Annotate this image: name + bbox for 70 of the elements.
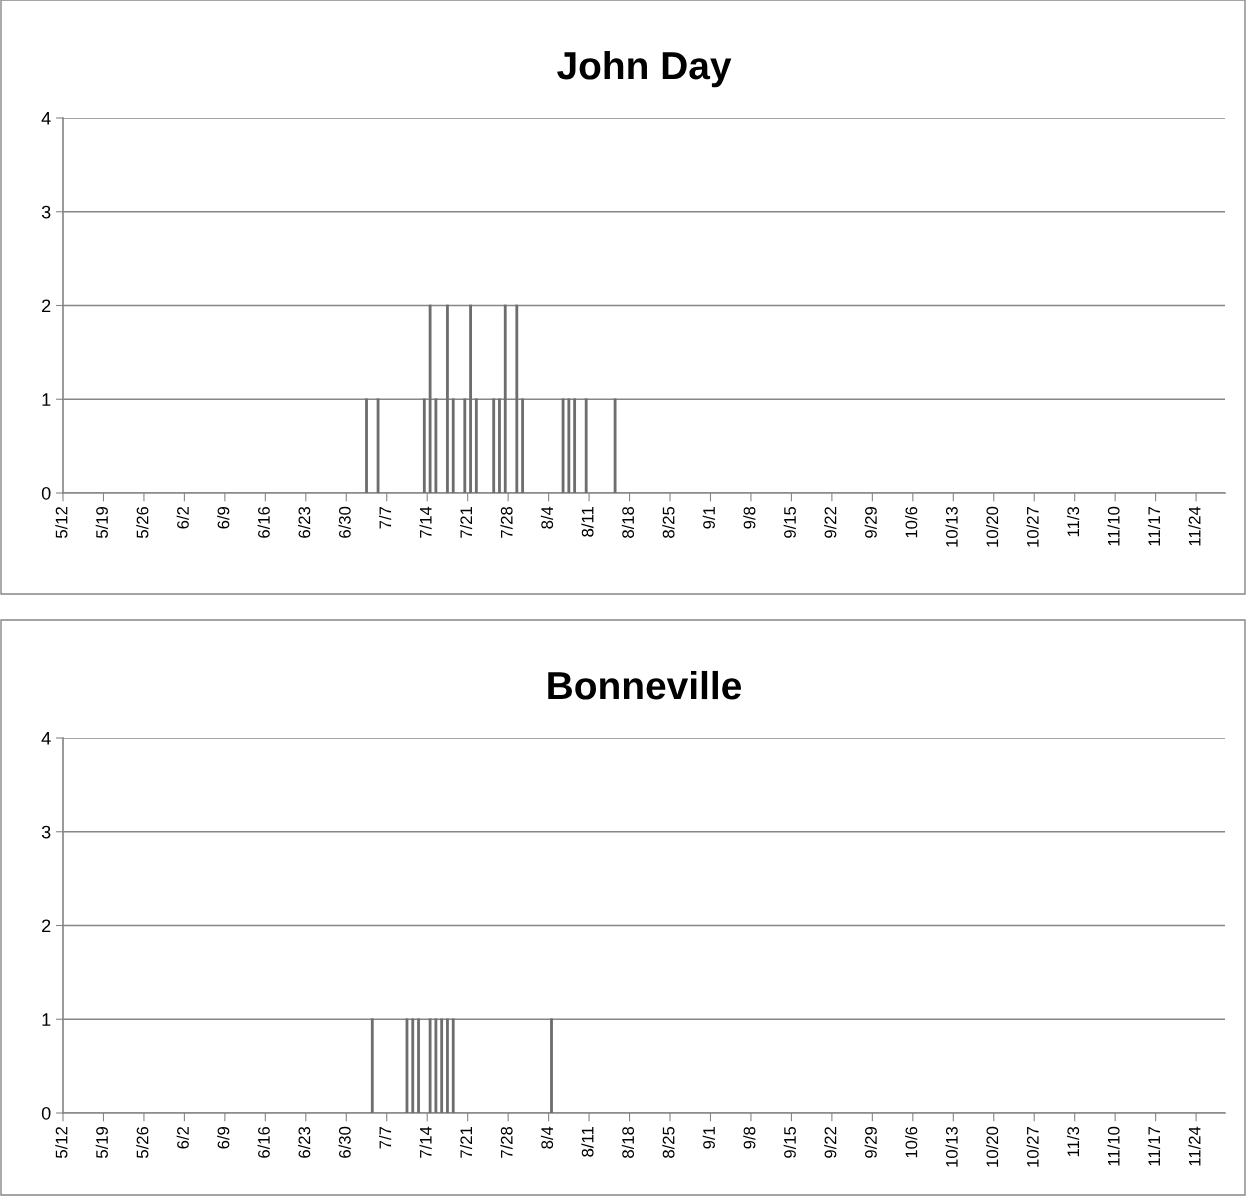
x-tick-label: 8/18 xyxy=(621,1126,635,1158)
x-tick-label: 6/30 xyxy=(338,506,351,538)
x-tick-label: 8/11 xyxy=(581,507,594,537)
y-tick-label: 2 xyxy=(42,919,51,933)
x-tick-label: 11/3 xyxy=(1066,506,1080,537)
y-tick-label: 0 xyxy=(41,1106,51,1120)
x-tick-label: 6/23 xyxy=(298,506,311,538)
x-tick-label: 8/25 xyxy=(662,506,675,538)
x-tick-label: 10/27 xyxy=(1026,1127,1039,1167)
x-tick-label: 11/10 xyxy=(1107,1126,1120,1166)
x-tick-label: 5/12 xyxy=(55,507,68,538)
x-tick-label: 8/4 xyxy=(540,1126,554,1149)
x-tick-label: 6/16 xyxy=(257,1126,270,1158)
y-tick-label: 3 xyxy=(41,205,51,219)
x-tick-label: 7/28 xyxy=(500,506,513,538)
x-tick-label: 11/17 xyxy=(1147,1127,1161,1166)
chart-title: Bonneville xyxy=(548,670,741,700)
x-tick-label: 9/29 xyxy=(864,1126,877,1158)
x-tick-label: 5/26 xyxy=(136,506,149,538)
x-tick-label: 10/20 xyxy=(985,506,999,547)
y-tick-label: 3 xyxy=(41,825,51,839)
x-tick-label: 8/25 xyxy=(662,1126,675,1158)
x-tick-label: 10/6 xyxy=(905,1126,918,1158)
x-tick-label: 9/22 xyxy=(824,1127,837,1158)
x-tick-label: 7/7 xyxy=(378,1127,392,1149)
x-tick-label: 6/16 xyxy=(257,506,270,538)
x-tick-label: 5/12 xyxy=(55,1127,68,1158)
x-tick-label: 6/2 xyxy=(176,1127,189,1149)
x-tick-label: 9/15 xyxy=(783,1126,796,1158)
x-tick-label: 6/23 xyxy=(298,1126,311,1158)
x-tick-label: 8/11 xyxy=(581,1127,594,1157)
x-tick-label: 9/1 xyxy=(702,507,715,529)
x-tick-label: 5/19 xyxy=(95,1126,108,1158)
y-tick-label: 1 xyxy=(42,393,51,406)
x-tick-label: 10/13 xyxy=(945,1126,958,1167)
y-tick-label: 2 xyxy=(42,299,51,313)
x-tick-label: 7/21 xyxy=(459,507,473,538)
x-tick-label: 5/19 xyxy=(95,506,108,538)
y-tick-label: 0 xyxy=(41,486,51,500)
x-tick-label: 8/18 xyxy=(621,506,635,538)
x-tick-label: 7/7 xyxy=(378,507,392,529)
x-tick-label: 10/27 xyxy=(1026,507,1039,547)
x-tick-label: 5/26 xyxy=(136,1126,149,1158)
y-tick-label: 4 xyxy=(41,112,51,125)
x-tick-label: 11/24 xyxy=(1188,506,1201,546)
x-tick-label: 6/2 xyxy=(176,507,189,529)
x-tick-label: 9/1 xyxy=(702,1127,715,1149)
x-tick-label: 9/29 xyxy=(864,506,877,538)
x-tick-label: 9/8 xyxy=(743,1126,756,1149)
x-tick-label: 9/22 xyxy=(824,507,837,538)
x-tick-label: 10/6 xyxy=(905,506,918,538)
y-tick-label: 4 xyxy=(41,732,51,745)
x-tick-label: 9/15 xyxy=(783,506,796,538)
x-tick-label: 10/13 xyxy=(945,506,958,547)
x-tick-label: 11/24 xyxy=(1188,1126,1201,1166)
chart-title: John Day xyxy=(557,50,732,88)
x-tick-label: 6/9 xyxy=(217,506,230,529)
x-tick-label: 7/14 xyxy=(419,1126,432,1158)
x-tick-label: 9/8 xyxy=(743,506,756,529)
y-tick-label: 1 xyxy=(42,1013,51,1026)
x-tick-label: 6/9 xyxy=(217,1126,230,1149)
x-tick-label: 10/20 xyxy=(985,1126,999,1167)
x-tick-label: 11/17 xyxy=(1147,507,1161,546)
x-tick-label: 7/14 xyxy=(419,506,432,538)
x-tick-label: 7/28 xyxy=(500,1126,513,1158)
x-tick-label: 8/4 xyxy=(540,506,554,529)
x-tick-label: 11/3 xyxy=(1066,1126,1080,1157)
x-tick-label: 11/10 xyxy=(1107,506,1120,546)
x-tick-label: 6/30 xyxy=(338,1126,351,1158)
x-tick-label: 7/21 xyxy=(459,1127,473,1158)
